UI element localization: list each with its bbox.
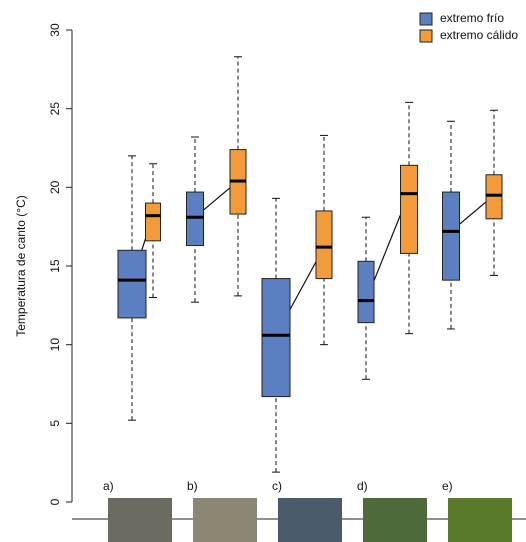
y-tick-label: 5 [48,420,62,427]
group-label: c) [272,479,282,493]
y-tick-label: 30 [48,23,62,37]
box [357,260,375,324]
photo [108,498,172,542]
photo [278,498,342,542]
y-tick-label: 10 [48,338,62,352]
photo [363,498,427,542]
box [117,249,147,319]
y-tick-label: 25 [48,102,62,116]
box [442,191,460,281]
legend-label: extremo frío [440,11,504,25]
box [261,278,291,398]
box [400,164,418,254]
box [485,174,503,220]
legend-swatch [419,12,433,26]
group-label: d) [357,479,368,493]
box [315,210,333,280]
group-label: a) [103,479,114,493]
y-axis-label: Temperatura de canto (°C) [14,195,28,337]
photos [108,498,512,542]
y-tick-label: 0 [48,498,62,505]
group-label: e) [442,479,453,493]
box [145,202,161,242]
box [186,191,204,247]
y-tick-label: 20 [48,180,62,194]
y-tick-label: 15 [48,259,62,273]
legend-label: extremo cálido [440,28,518,42]
legend-swatch [419,29,433,43]
photo [448,498,512,542]
group-label: b) [187,479,198,493]
photo [193,498,257,542]
